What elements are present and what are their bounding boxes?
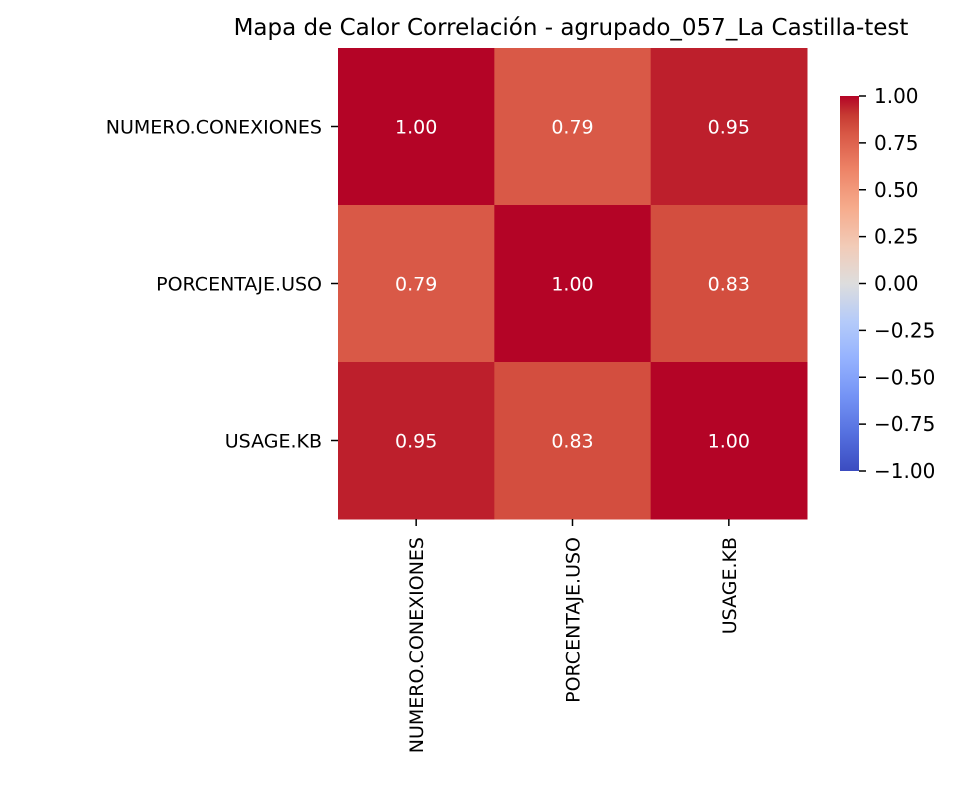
x-axis: NUMERO.CONEXIONES PORCENTAJE.USO USAGE.KB	[406, 519, 741, 753]
cell-value-label: 0.83	[551, 431, 593, 453]
heatmap-cell	[650, 205, 808, 363]
colorbar-tick-label: 0.75	[874, 131, 919, 155]
y-tick-label: USAGE.KB	[225, 431, 322, 453]
colorbar-scale	[840, 96, 859, 471]
heatmap-cell	[338, 48, 495, 206]
y-tick-label: PORCENTAJE.USO	[156, 274, 322, 296]
x-tick-label: NUMERO.CONEXIONES	[406, 537, 428, 753]
heatmap-cell	[494, 205, 652, 363]
heatmap-cell	[650, 48, 808, 206]
heatmap-cell	[494, 362, 652, 520]
colorbar-tick-label: −0.50	[874, 365, 935, 389]
cell-value-label: 1.00	[708, 431, 750, 453]
heatmap-cells: 1.00 0.79 0.95 0.79 1.00 0.83 0.95 0.83 1.00	[338, 48, 808, 520]
colorbar-tick-label: 1.00	[874, 84, 919, 108]
x-tick-label: USAGE.KB	[719, 537, 741, 634]
colorbar-tick-label: 0.00	[874, 272, 919, 296]
cell-value-label: 0.79	[395, 274, 437, 296]
x-tick-label: PORCENTAJE.USO	[563, 537, 585, 703]
chart-title: Mapa de Calor Correlación - agrupado_057…	[234, 15, 909, 41]
heatmap-cell	[338, 362, 495, 520]
colorbar-tick-label: −0.25	[874, 318, 935, 342]
heatmap-cell	[338, 205, 495, 363]
heatmap-cell	[650, 362, 808, 520]
cell-value-label: 0.95	[395, 431, 437, 453]
colorbar-tick-label: 0.25	[874, 225, 919, 249]
y-axis: NUMERO.CONEXIONES PORCENTAJE.USO USAGE.KB	[106, 117, 338, 453]
cell-value-label: 1.00	[551, 274, 593, 296]
y-tick-label: NUMERO.CONEXIONES	[106, 117, 322, 139]
cell-value-label: 0.79	[551, 117, 593, 139]
colorbar-tick-label: −0.75	[874, 412, 935, 436]
cell-value-label: 0.95	[708, 117, 750, 139]
colorbar: 1.00 0.75 0.50 0.25 0.00 −0.25 −0.50 −0.75 −1.00	[840, 84, 935, 483]
cell-value-label: 1.00	[395, 117, 437, 139]
cell-value-label: 0.83	[708, 274, 750, 296]
colorbar-tick-label: −1.00	[874, 459, 935, 483]
colorbar-tick-label: 0.50	[874, 178, 919, 202]
heatmap-cell	[494, 48, 652, 206]
